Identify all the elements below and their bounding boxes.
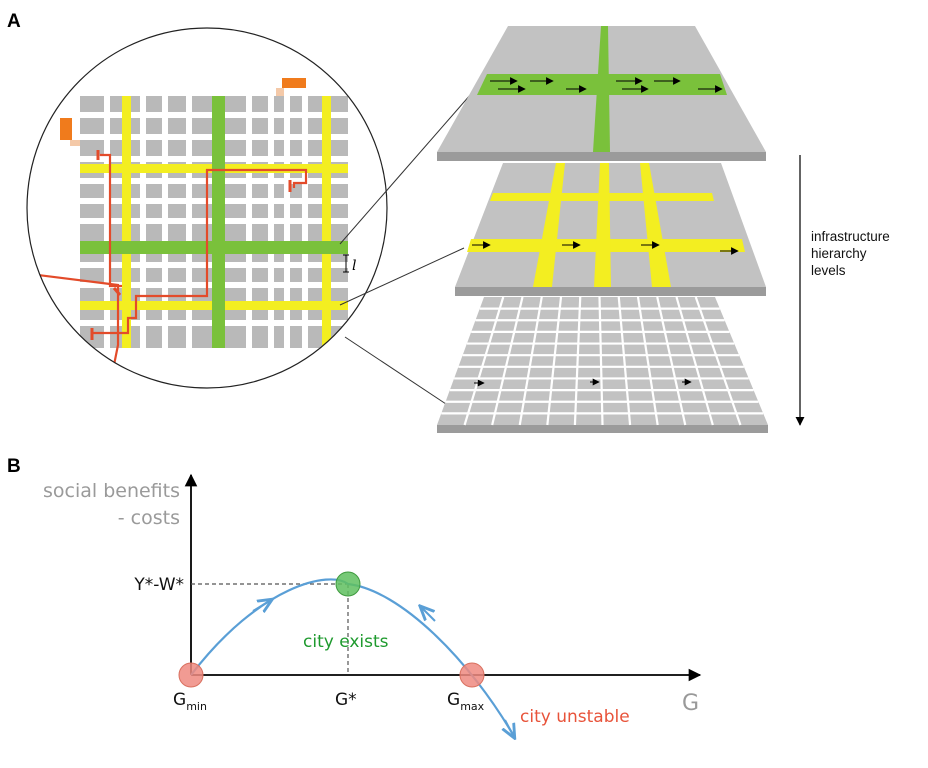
traffic-arrows-secondary (472, 241, 739, 255)
y-axis-label-line-2: - costs (118, 507, 180, 529)
city-unstable-label: city unstable (520, 707, 630, 727)
layer-primary-roads (437, 26, 766, 161)
traffic-arrows-primary (490, 77, 723, 93)
hierarchy-label-line-2: hierarchy (811, 246, 867, 261)
net-benefit-curve (190, 578, 516, 739)
stability-plot: social benefits - costs Y*-W* Gmin G* Gm… (43, 473, 702, 739)
spacing-label: l (352, 258, 356, 274)
grid-line-vertical (636, 296, 659, 426)
stable-point-gstar (335, 571, 361, 597)
hierarchy-label-line-1: infrastructure (811, 229, 890, 244)
y-axis-label-line-1: social benefits (43, 480, 180, 502)
grid-line-vertical (694, 296, 742, 426)
grid-line-vertical (675, 296, 714, 426)
hierarchy-label-line-3: levels (811, 263, 846, 278)
x-tick-gmin: Gmin (173, 690, 207, 713)
y-tick-optimum: Y*-W* (133, 575, 184, 595)
fine-grid-lines (441, 296, 764, 426)
hierarchy-indicator: infrastructure hierarchy levels (795, 155, 890, 426)
grid-line-vertical (656, 296, 687, 426)
grid-line-vertical (491, 296, 524, 426)
panel-label-b: B (7, 456, 21, 477)
grid-line-vertical (546, 296, 563, 426)
flow-arrow-right (421, 607, 436, 622)
grid-line-vertical (573, 296, 582, 426)
grid-line-vertical (518, 296, 543, 426)
connector-lines (339, 85, 479, 405)
layer-street-grid (437, 296, 768, 433)
city-exists-label: city exists (303, 632, 389, 652)
x-tick-gstar: G* (335, 690, 357, 710)
unstable-point-gmin (178, 662, 204, 688)
flow-arrow-down (505, 719, 514, 737)
panel-label-a: A (7, 11, 21, 32)
x-axis-label: G (682, 691, 699, 716)
primary-roads-zoom (80, 96, 348, 348)
unstable-point-gmax (459, 662, 485, 688)
route-endpoints (90, 150, 292, 340)
grid-line-vertical (598, 296, 604, 426)
grid-line-vertical (463, 296, 505, 426)
layer-secondary-roads (455, 163, 766, 296)
traffic-arrows-local (474, 378, 692, 387)
flow-arrow-left (252, 600, 271, 611)
x-tick-gmax: Gmax (447, 690, 485, 713)
grid-line-vertical (617, 296, 632, 426)
zoom-circle: l (26, 27, 388, 389)
building-icons (60, 78, 306, 146)
